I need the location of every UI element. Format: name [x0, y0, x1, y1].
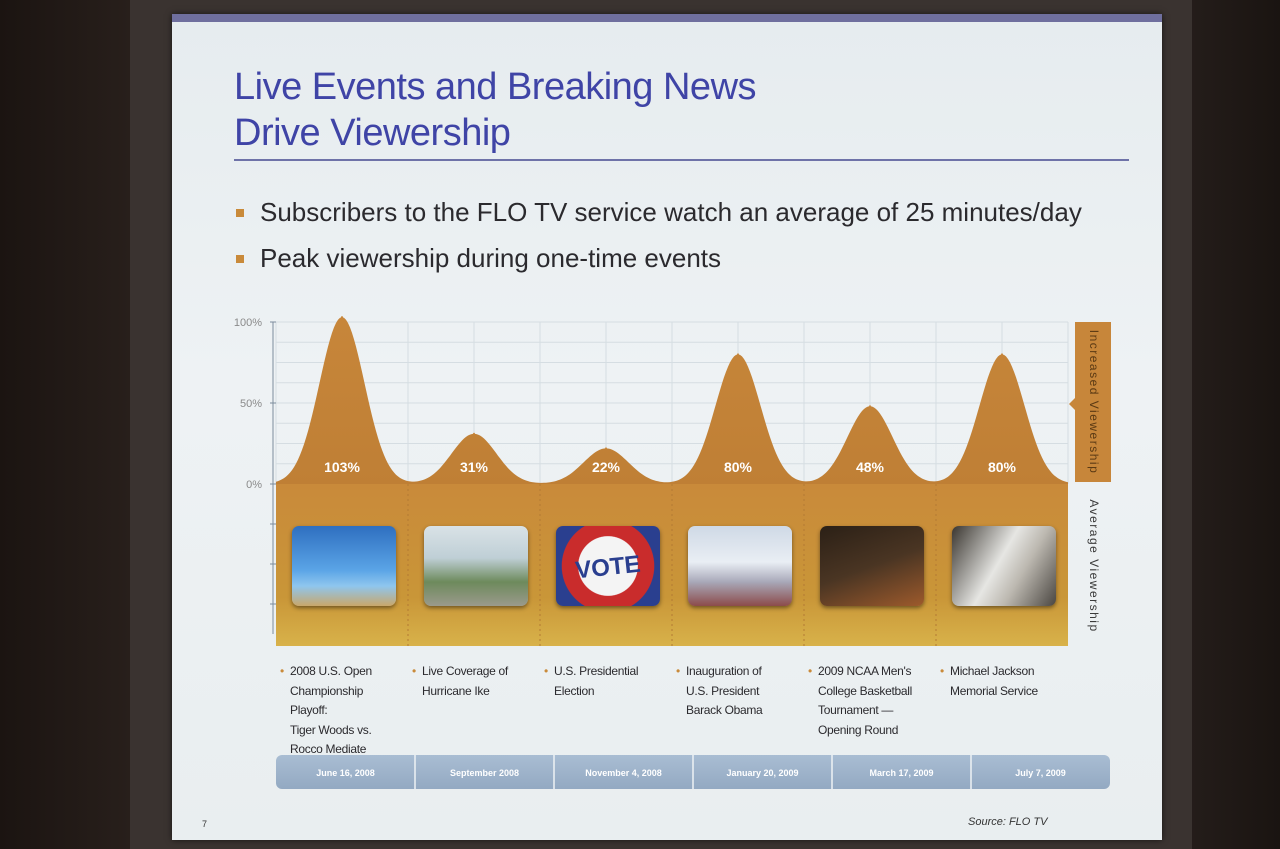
capitol-photo — [688, 526, 792, 606]
event-description: • U.S. Presidential Election — [544, 662, 664, 701]
bullet-square-icon — [236, 209, 244, 217]
event-description-text: Hurricane Ike — [422, 683, 490, 698]
event-description-text: Memorial Service — [950, 683, 1038, 698]
peak-point — [1001, 353, 1003, 356]
bullet-dot-icon: • — [412, 664, 416, 678]
y-tick-label: 100% — [234, 317, 262, 329]
event-description-line: Election — [544, 682, 664, 702]
event-description-line: Hurricane Ike — [412, 682, 532, 702]
title-underline — [234, 159, 1129, 161]
event-description: • 2008 U.S. Open Championship Playoff: Tige… — [280, 662, 400, 760]
event-description-line: • Live Coverage of — [412, 662, 532, 682]
event-description-text: Inauguration of — [686, 664, 762, 678]
page-number: 7 — [202, 819, 208, 829]
date-label: July 7, 2009 — [1015, 768, 1066, 778]
bullet-dot-icon: • — [544, 664, 548, 678]
slide-top-rule — [172, 14, 1162, 22]
event-description-line: Barack Obama — [676, 701, 796, 721]
event-description-line: Tiger Woods vs. — [280, 721, 400, 741]
side-label-average: Average Viewership — [1087, 499, 1101, 632]
event-description-line: College Basketball — [808, 682, 928, 702]
increased-viewership-tab — [1075, 322, 1111, 482]
event-description-text: Michael Jackson — [950, 664, 1035, 678]
peak-point — [341, 316, 343, 319]
tab-pointer — [1069, 398, 1075, 410]
event-description-line: Rocco Mediate — [280, 740, 400, 760]
event-description-text: 2008 U.S. Open — [290, 664, 372, 678]
event-description-line: Tournament — — [808, 701, 928, 721]
event-description-text: Rocco Mediate — [290, 742, 367, 756]
basketball-photo — [820, 526, 924, 606]
slide-title: Live Events and Breaking News Drive View… — [234, 64, 994, 156]
event-description: • Live Coverage of Hurricane Ike — [412, 662, 532, 701]
bullet-item: Peak viewership during one-time events — [236, 242, 1146, 288]
side-label-increased: Increased Viewership — [1087, 330, 1101, 475]
date-band: June 16, 2008 September 2008 November 4, 2… — [276, 755, 1110, 789]
event-description-line: • Inauguration of — [676, 662, 796, 682]
chart-gridlines — [275, 321, 1069, 485]
vote-photo: VOTE — [556, 526, 660, 606]
title-line-1: Live Events and Breaking News — [234, 66, 757, 108]
title-line-2: Drive Viewership — [234, 112, 511, 154]
event-description-line: • U.S. Presidential — [544, 662, 664, 682]
event-description-line: Memorial Service — [940, 682, 1060, 702]
event-description-line: Championship Playoff: — [280, 682, 400, 721]
event-description-text: U.S. President — [686, 683, 760, 698]
bullet-text: Peak viewership during one-time events — [260, 243, 722, 273]
peak-value-label: 22% — [592, 459, 621, 475]
peak-value-label: 48% — [856, 459, 885, 475]
event-description: • 2009 NCAA Men's College Basketball Tourna… — [808, 662, 928, 740]
date-label: November 4, 2008 — [585, 768, 662, 778]
bullet-text: Subscribers to the FLO TV service watch … — [260, 197, 1082, 227]
event-description-text: Live Coverage of — [422, 664, 508, 678]
event-description-text: Opening Round — [818, 722, 899, 737]
memorial-photo — [952, 526, 1056, 606]
date-label: September 2008 — [450, 768, 519, 778]
bullet-dot-icon: • — [808, 664, 812, 678]
event-description-text: 2009 NCAA Men's — [818, 664, 912, 678]
event-description-text: Tiger Woods vs. — [290, 722, 372, 737]
date-label: March 17, 2009 — [869, 768, 933, 778]
viewership-chart: 100% 50% 0% 103% 31% 22% 80% 48% 80% Increased … — [234, 316, 1111, 789]
event-description-text: Barack Obama — [686, 703, 763, 717]
peak-point — [473, 432, 475, 435]
peak-value-label: 80% — [988, 459, 1017, 475]
bullet-list: Subscribers to the FLO TV service watch … — [236, 196, 1146, 288]
peak-point — [737, 353, 739, 356]
bullet-dot-icon: • — [940, 664, 944, 678]
peak-value-label: 31% — [460, 459, 489, 475]
golf-photo — [292, 526, 396, 606]
event-description-line: • 2008 U.S. Open — [280, 662, 400, 682]
peak-point — [605, 447, 607, 450]
event-description-line: • Michael Jackson — [940, 662, 1060, 682]
vote-text: VOTE — [574, 550, 642, 585]
viewership-peaks-area — [276, 317, 1068, 486]
event-description-line: U.S. President — [676, 682, 796, 702]
event-description-line: • 2009 NCAA Men's — [808, 662, 928, 682]
source-note: Source: FLO TV — [968, 816, 1048, 828]
event-description-text: Championship Playoff: — [290, 683, 364, 718]
bullet-square-icon — [236, 255, 244, 263]
event-description-text: College Basketball — [818, 683, 912, 698]
event-description-text: Election — [554, 683, 595, 698]
side-labels: Increased Viewership Average Viewership — [1069, 322, 1111, 633]
peak-value-label: 80% — [724, 459, 753, 475]
y-tick-label: 50% — [240, 398, 262, 410]
event-description-text: U.S. Presidential — [554, 664, 639, 678]
peak-value-label: 103% — [324, 459, 360, 475]
event-description: • Inauguration of U.S. President Barack Oba… — [676, 662, 796, 721]
bullet-item: Subscribers to the FLO TV service watch … — [236, 196, 1146, 242]
presentation-slide: Live Events and Breaking News Drive View… — [172, 14, 1162, 840]
date-label: January 20, 2009 — [726, 768, 798, 778]
y-tick-label: 0% — [246, 479, 262, 491]
y-axis: 100% 50% 0% — [234, 317, 276, 634]
event-description-line: Opening Round — [808, 721, 928, 741]
event-description-text: Tournament — — [818, 703, 894, 717]
bullet-dot-icon: • — [280, 664, 284, 678]
event-description: • Michael Jackson Memorial Service — [940, 662, 1060, 701]
date-label: June 16, 2008 — [316, 768, 375, 778]
peak-point — [869, 405, 871, 408]
hurricane-photo — [424, 526, 528, 606]
bullet-dot-icon: • — [676, 664, 680, 678]
